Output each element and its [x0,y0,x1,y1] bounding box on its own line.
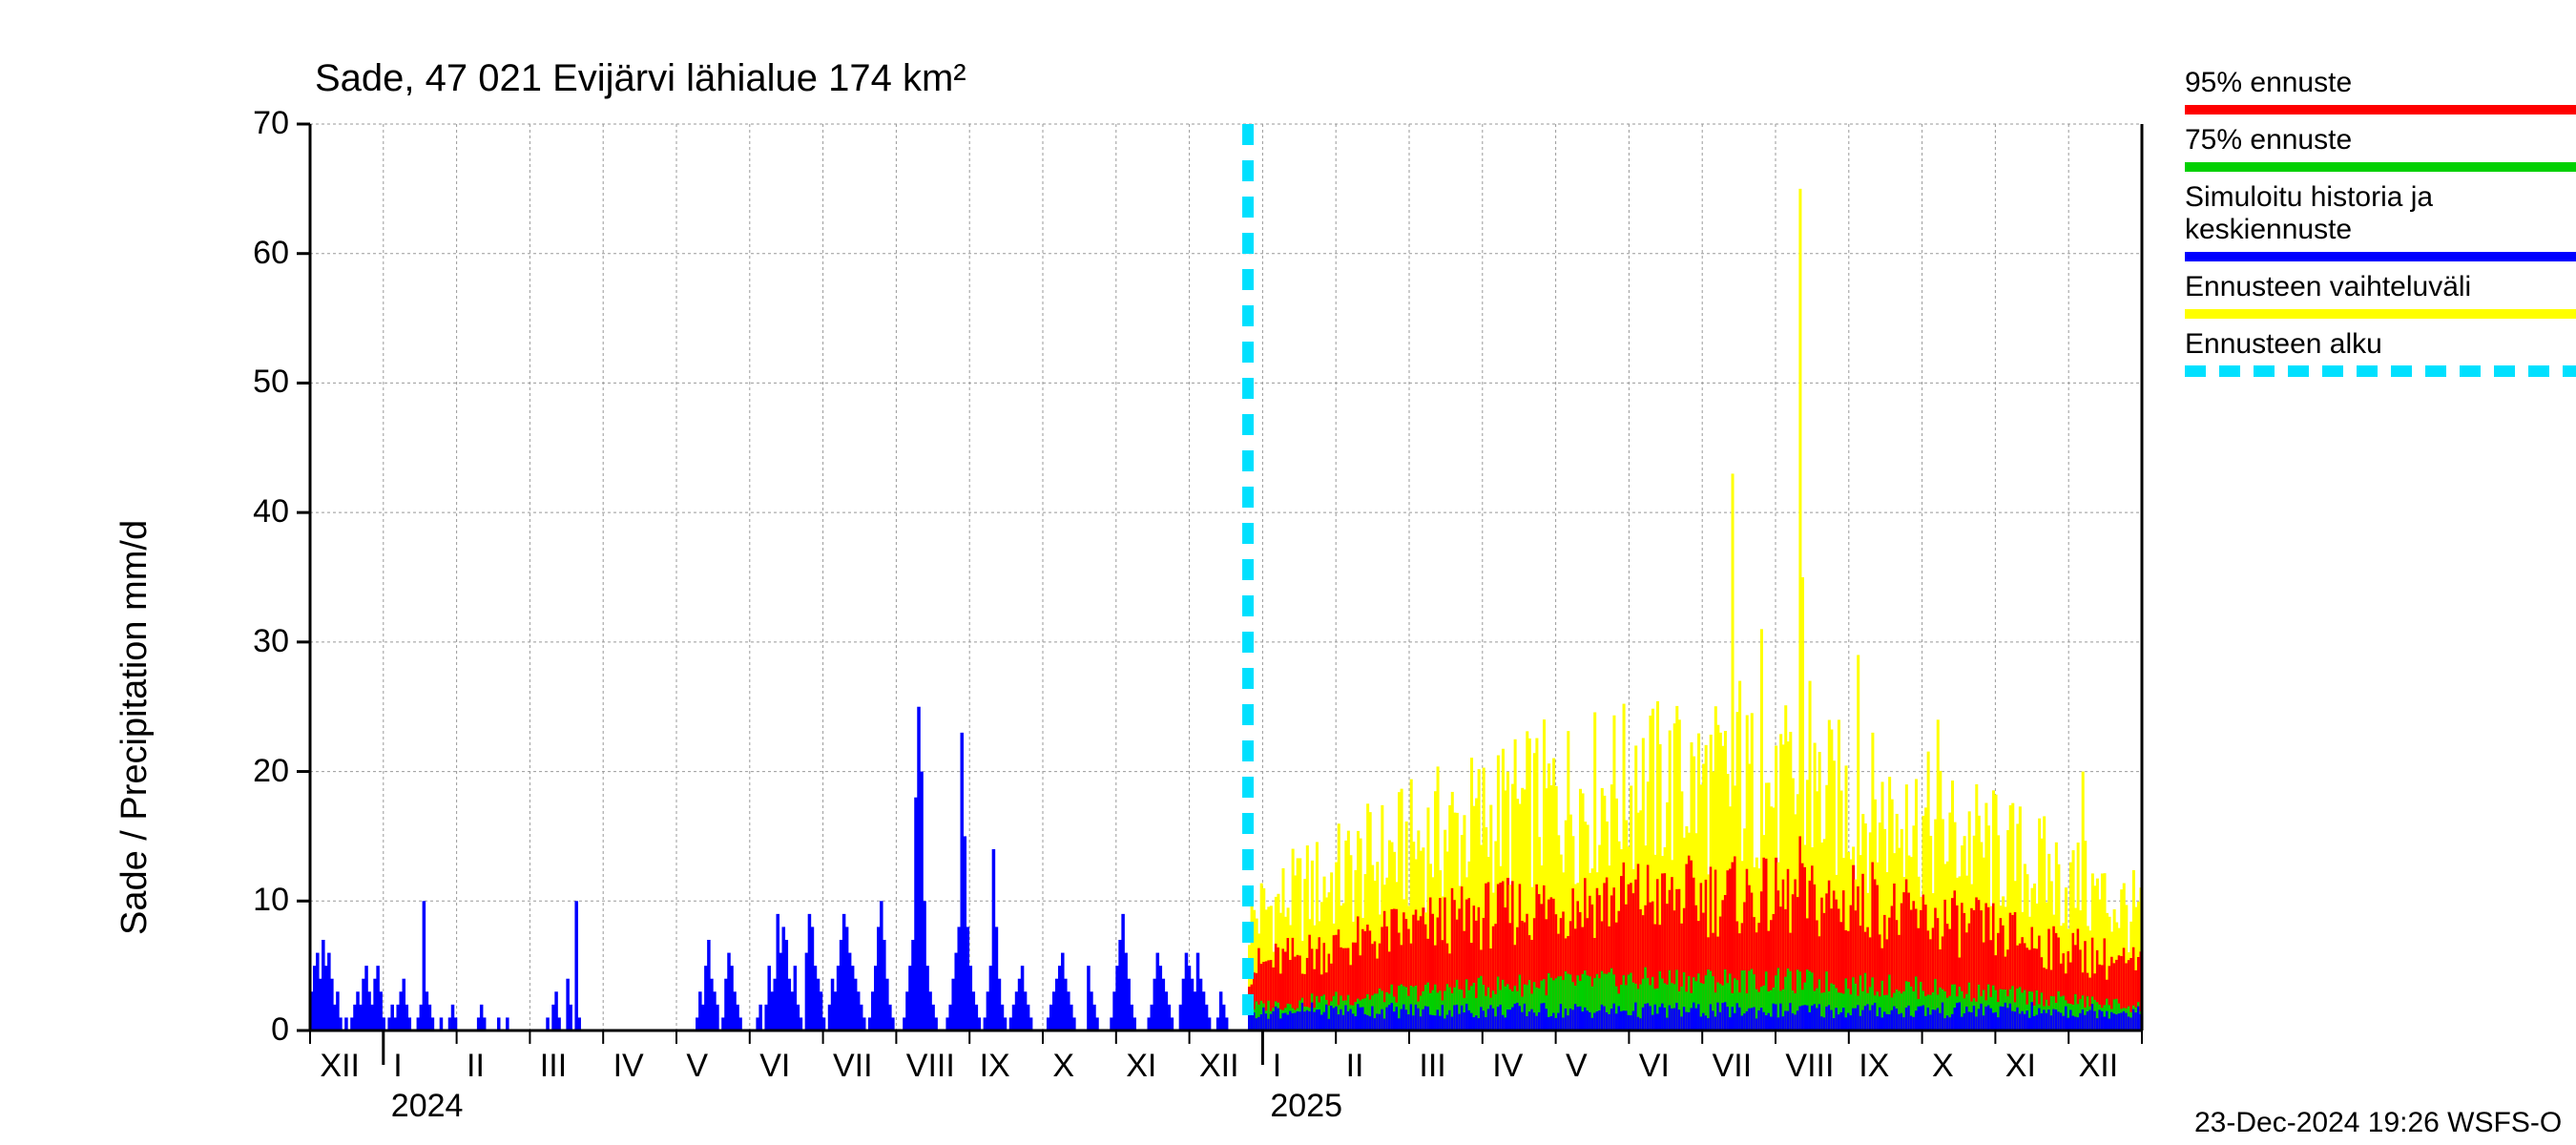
x-tick-label: IV [1492,1048,1523,1085]
x-tick-label: V [1566,1048,1588,1085]
x-tick-label: XII [2079,1048,2119,1085]
y-tick-label: 60 [253,235,289,272]
x-tick-label: III [1419,1048,1445,1085]
legend-item-label: Ennusteen vaihteluväli [2185,271,2471,302]
y-tick-label: 10 [253,882,289,919]
x-tick-label: IX [1859,1048,1889,1085]
x-tick-label: VI [1639,1048,1670,1085]
x-tick-label: XI [2005,1048,2036,1085]
x-tick-label: X [1052,1048,1074,1085]
x-tick-label: III [540,1048,567,1085]
y-tick-label: 20 [253,753,289,790]
legend-item-label: 95% ennuste [2185,67,2352,98]
y-tick-label: 40 [253,493,289,531]
legend-item-label: Ennusteen alku [2185,328,2382,360]
legend-item-label: keskiennuste [2185,214,2352,245]
x-tick-label: IX [980,1048,1010,1085]
chart-root: Sade, 47 021 Evijärvi lähialue 174 km² S… [0,0,2576,1145]
x-tick-label: XI [1126,1048,1156,1085]
footer-timestamp: 23-Dec-2024 19:26 WSFS-O [2194,1107,2562,1139]
x-tick-label: VI [759,1048,790,1085]
x-tick-label: XII [320,1048,360,1085]
chart-svg [0,0,2576,1145]
x-tick-label: I [1273,1048,1281,1085]
x-tick-label: V [686,1048,708,1085]
y-tick-label: 30 [253,623,289,660]
x-tick-label: IV [613,1048,644,1085]
x-tick-label: VII [833,1048,873,1085]
x-tick-label: I [393,1048,402,1085]
x-tick-label: VII [1713,1048,1753,1085]
x-tick-label: II [1346,1048,1364,1085]
x-tick-label: VIII [906,1048,955,1085]
year-label: 2024 [391,1088,464,1125]
x-tick-label: VIII [1785,1048,1834,1085]
legend-item-label: 75% ennuste [2185,124,2352,156]
y-tick-label: 50 [253,364,289,401]
legend-item-label: Simuloitu historia ja [2185,181,2433,213]
y-tick-label: 0 [271,1011,289,1049]
year-label: 2025 [1270,1088,1342,1125]
y-tick-label: 70 [253,105,289,142]
x-tick-label: X [1932,1048,1954,1085]
x-tick-label: II [467,1048,485,1085]
x-tick-label: XII [1199,1048,1239,1085]
